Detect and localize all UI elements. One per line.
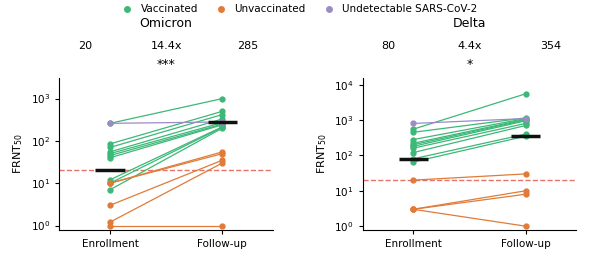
Text: 14.4x: 14.4x: [150, 41, 182, 51]
Text: 4.4x: 4.4x: [457, 41, 482, 51]
Text: *: *: [466, 58, 473, 71]
Text: 285: 285: [236, 41, 258, 51]
Text: Delta: Delta: [453, 17, 486, 30]
Legend: Vaccinated, Unvaccinated, Undetectable SARS-CoV-2: Vaccinated, Unvaccinated, Undetectable S…: [112, 0, 482, 18]
Text: 354: 354: [540, 41, 561, 51]
Y-axis label: FRNT$_{50}$: FRNT$_{50}$: [315, 134, 328, 174]
Text: ***: ***: [157, 58, 176, 71]
Text: 20: 20: [78, 41, 92, 51]
Y-axis label: FRNT$_{50}$: FRNT$_{50}$: [12, 134, 26, 174]
Text: Omicron: Omicron: [140, 17, 192, 30]
Text: 80: 80: [381, 41, 396, 51]
